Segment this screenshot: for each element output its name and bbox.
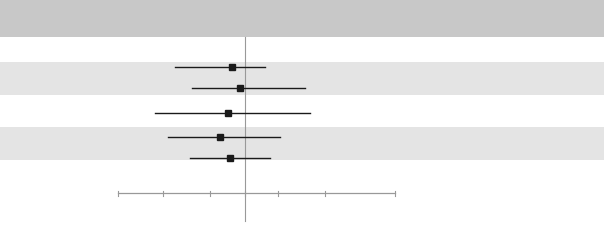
Bar [0,127,604,160]
Bar [0,62,604,95]
Bar [0,0,604,37]
